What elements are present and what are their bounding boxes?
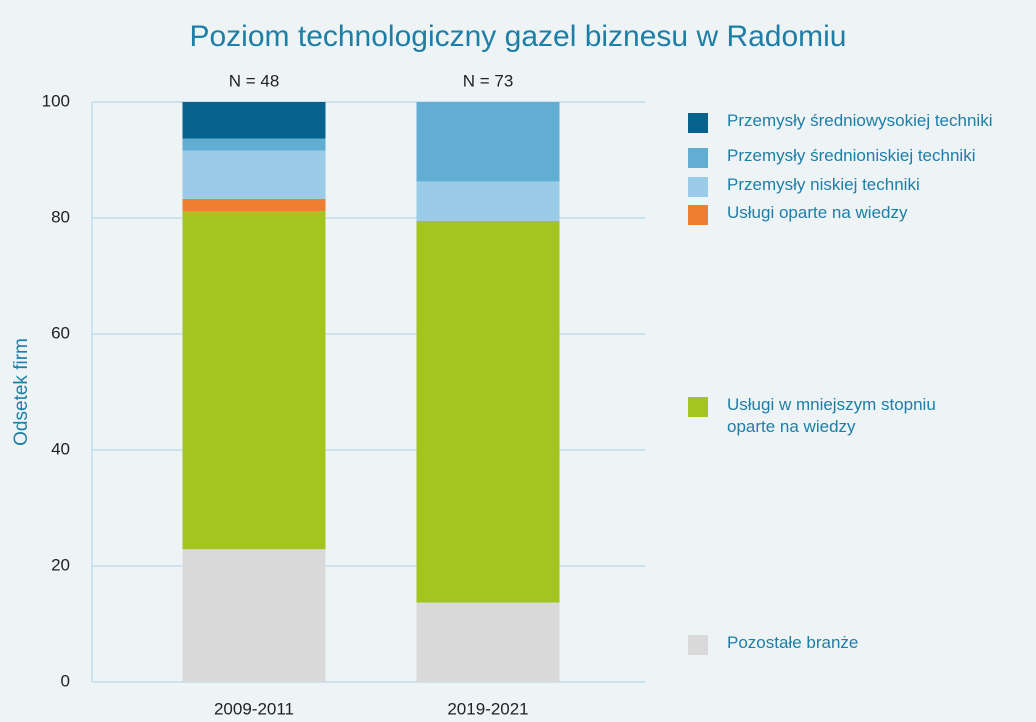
bar-segment bbox=[182, 211, 326, 550]
legend-swatch bbox=[688, 177, 708, 197]
y-tick-label: 0 bbox=[61, 671, 70, 690]
legend-label: Przemysły niskiej techniki bbox=[727, 175, 920, 194]
annotation: N = 73 bbox=[463, 71, 514, 90]
legend-swatch bbox=[688, 397, 708, 417]
bar-segment bbox=[182, 102, 326, 139]
legend-label: Przemysły średnioniskiej techniki bbox=[727, 146, 976, 165]
y-tick-label: 80 bbox=[51, 207, 70, 226]
x-tick-label: 2019-2021 bbox=[447, 699, 528, 718]
annotation: N = 48 bbox=[229, 71, 280, 90]
bar-segment bbox=[182, 198, 326, 212]
y-axis-label: Odsetek firm bbox=[11, 338, 32, 446]
legend-swatch bbox=[688, 205, 708, 225]
x-tick-label: 2009-2011 bbox=[214, 699, 294, 718]
bar-segment bbox=[182, 549, 326, 682]
y-tick-label: 20 bbox=[51, 555, 70, 574]
bar-segment bbox=[416, 102, 560, 182]
legend-swatch bbox=[688, 113, 708, 133]
legend-label: Usługi w mniejszym stopniu oparte na wie… bbox=[727, 395, 936, 436]
y-tick-label: 100 bbox=[42, 91, 70, 110]
chart-title: Poziom technologiczny gazel biznesu w Ra… bbox=[189, 20, 846, 53]
bar-segment bbox=[182, 138, 326, 151]
legend-swatch bbox=[688, 148, 708, 168]
y-tick-label: 40 bbox=[51, 439, 70, 458]
legend-label: Przemysły średniowysokiej techniki bbox=[727, 111, 993, 130]
bar-segment bbox=[416, 602, 560, 682]
legend-swatch bbox=[688, 635, 708, 655]
y-tick-label: 60 bbox=[51, 323, 70, 342]
bar-segment bbox=[416, 181, 560, 221]
legend-label: Pozostałe branże bbox=[727, 633, 859, 652]
bar-segment bbox=[182, 150, 326, 199]
bar-segment bbox=[416, 220, 560, 603]
legend-label: Usługi oparte na wiedzy bbox=[727, 203, 908, 222]
